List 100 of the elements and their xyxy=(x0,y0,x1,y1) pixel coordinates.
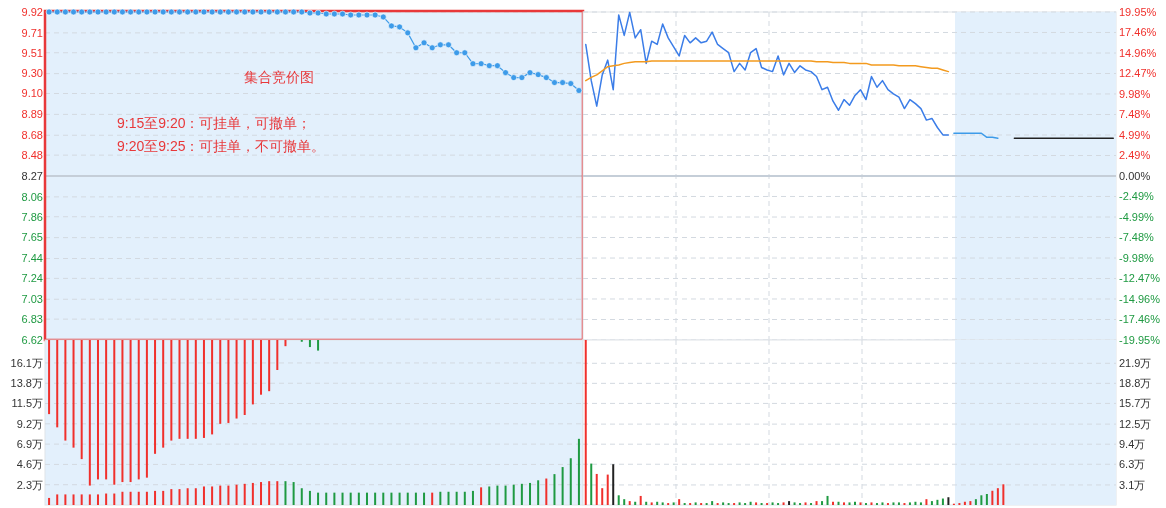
bar xyxy=(749,501,752,505)
y-tick-label: -17.46% xyxy=(1119,313,1161,326)
bar xyxy=(308,490,311,505)
y-tick-label: 9.51 xyxy=(21,46,43,59)
bar xyxy=(996,488,999,505)
y-tick-label: 2.3万 xyxy=(16,478,43,491)
bar xyxy=(826,495,829,505)
bar xyxy=(64,340,67,441)
bar xyxy=(529,482,532,505)
bar xyxy=(145,340,148,478)
bar xyxy=(496,485,499,505)
bar xyxy=(471,490,474,505)
bar xyxy=(235,340,238,419)
bar xyxy=(512,484,515,505)
bar xyxy=(162,340,165,448)
y2-tick-label: 6.3万 xyxy=(1119,458,1146,471)
y-tick-label: 9.92 xyxy=(21,5,43,18)
bar xyxy=(645,501,648,505)
bar xyxy=(936,499,939,505)
bar xyxy=(260,340,263,395)
bar xyxy=(170,340,173,441)
bar xyxy=(137,340,140,480)
bar xyxy=(881,502,884,505)
bar xyxy=(357,492,360,505)
bar xyxy=(251,340,254,405)
bar xyxy=(276,340,279,370)
y-tick-label: 9.98% xyxy=(1119,87,1151,100)
bar xyxy=(854,501,856,505)
y2-tick-label: 3.1万 xyxy=(1119,478,1146,491)
y-tick-label: 13.8万 xyxy=(10,377,43,390)
bar xyxy=(985,494,988,505)
bar xyxy=(634,501,637,505)
bar xyxy=(612,464,615,505)
bar xyxy=(186,340,189,439)
bar xyxy=(333,492,336,505)
bar xyxy=(374,492,377,505)
y-tick-label: -12.47% xyxy=(1119,272,1161,285)
bar xyxy=(821,501,824,505)
bar xyxy=(121,340,124,483)
bar xyxy=(963,501,966,505)
bar xyxy=(919,502,922,505)
bar xyxy=(105,340,108,480)
y-tick-label: 8.06 xyxy=(21,190,43,203)
bar xyxy=(463,491,466,505)
bar xyxy=(284,340,287,347)
bar xyxy=(219,340,222,424)
bar xyxy=(661,502,664,505)
bar xyxy=(194,340,197,439)
bar xyxy=(80,340,83,460)
bar xyxy=(178,340,181,439)
bar xyxy=(520,483,523,505)
bar xyxy=(349,492,352,505)
bar xyxy=(947,497,950,505)
bar xyxy=(908,502,911,505)
bar xyxy=(991,490,994,505)
y-tick-label: 16.1万 xyxy=(10,356,43,369)
y-tick-label: 6.83 xyxy=(21,312,43,325)
bar xyxy=(793,502,796,505)
bar xyxy=(154,340,157,454)
y-tick-label: 9.2万 xyxy=(16,417,43,430)
bar xyxy=(606,474,609,505)
y-tick-label: 9.71 xyxy=(21,26,43,39)
bar xyxy=(284,481,287,505)
y2-tick-label: 12.5万 xyxy=(1119,417,1152,430)
bar xyxy=(561,467,564,505)
bar xyxy=(300,488,303,505)
line-series xyxy=(585,60,950,82)
y-tick-label: 7.24 xyxy=(21,272,43,285)
y2-tick-label: 15.7万 xyxy=(1119,397,1152,410)
y2-tick-label: 18.8万 xyxy=(1119,377,1152,390)
y-tick-label: 6.62 xyxy=(21,333,43,346)
bar xyxy=(782,502,785,505)
bar xyxy=(832,501,835,505)
y-tick-label: 2.49% xyxy=(1119,149,1151,162)
bar xyxy=(590,463,593,505)
bar xyxy=(859,502,862,505)
bar xyxy=(843,502,846,505)
y-tick-label: 9.30 xyxy=(21,67,43,80)
y-tick-label: -9.98% xyxy=(1119,251,1155,264)
bar xyxy=(488,486,491,505)
bar xyxy=(211,340,214,435)
bar xyxy=(569,458,572,505)
y-tick-label: 17.46% xyxy=(1119,26,1157,39)
y2-tick-label: 21.9万 xyxy=(1119,357,1152,370)
y-tick-label: 7.86 xyxy=(21,210,43,223)
bar xyxy=(455,491,458,505)
bar xyxy=(414,492,417,505)
bar xyxy=(341,492,344,505)
y-tick-label: 8.27 xyxy=(21,169,43,182)
y-tick-label: 0.00% xyxy=(1119,169,1151,182)
y-tick-label: 12.47% xyxy=(1119,67,1157,80)
y-tick-label: 9.10 xyxy=(21,87,43,100)
bar xyxy=(577,438,580,505)
y-tick-label: -7.48% xyxy=(1119,231,1155,244)
bar xyxy=(804,502,807,505)
bar xyxy=(980,495,983,505)
bar xyxy=(623,499,626,505)
bar xyxy=(48,340,51,415)
y-tick-label: 11.5万 xyxy=(11,397,43,410)
bar xyxy=(848,502,851,505)
